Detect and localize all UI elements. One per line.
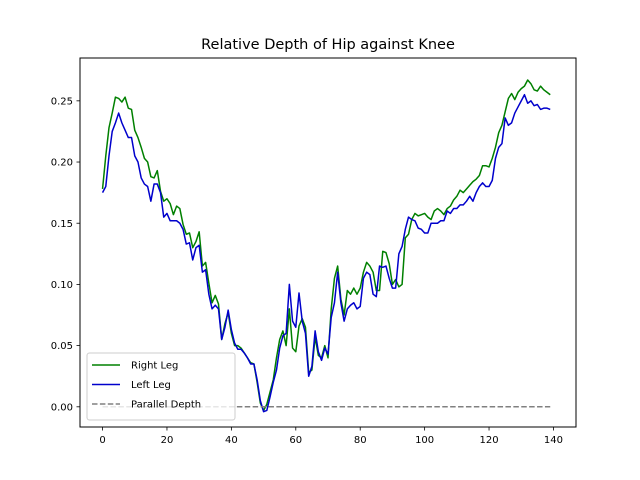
x-tick-label: 40 [225, 435, 238, 446]
legend: Right Leg Left Leg Parallel Depth [86, 352, 236, 421]
chart-title: Relative Depth of Hip against Knee [201, 37, 455, 53]
x-tick-label: 140 [544, 435, 563, 446]
y-tick-label: 0.15 [51, 219, 73, 230]
y-tick-label: 0.05 [51, 341, 73, 352]
x-tick-label: 20 [161, 435, 174, 446]
legend-box [86, 352, 236, 421]
x-tick-label: 100 [415, 435, 434, 446]
legend-label: Left Leg [131, 380, 171, 391]
axes-frame [79, 57, 577, 428]
x-axis: 0 20 40 60 80 100 120 140 [99, 427, 563, 446]
y-tick-label: 0.25 [51, 96, 73, 107]
legend-label: Parallel Depth [131, 400, 201, 411]
legend-label: Right Leg [131, 361, 178, 372]
y-axis: 0.00 0.05 0.10 0.15 0.20 0.25 [51, 96, 80, 413]
y-tick-label: 0.00 [51, 402, 73, 413]
series-line-left-leg [101, 93, 551, 413]
y-tick-label: 0.10 [51, 280, 73, 291]
x-tick-label: 60 [289, 435, 302, 446]
x-tick-label: 0 [99, 435, 105, 446]
x-tick-label: 80 [354, 435, 367, 446]
x-tick-label: 120 [479, 435, 498, 446]
y-tick-label: 0.20 [51, 158, 73, 169]
